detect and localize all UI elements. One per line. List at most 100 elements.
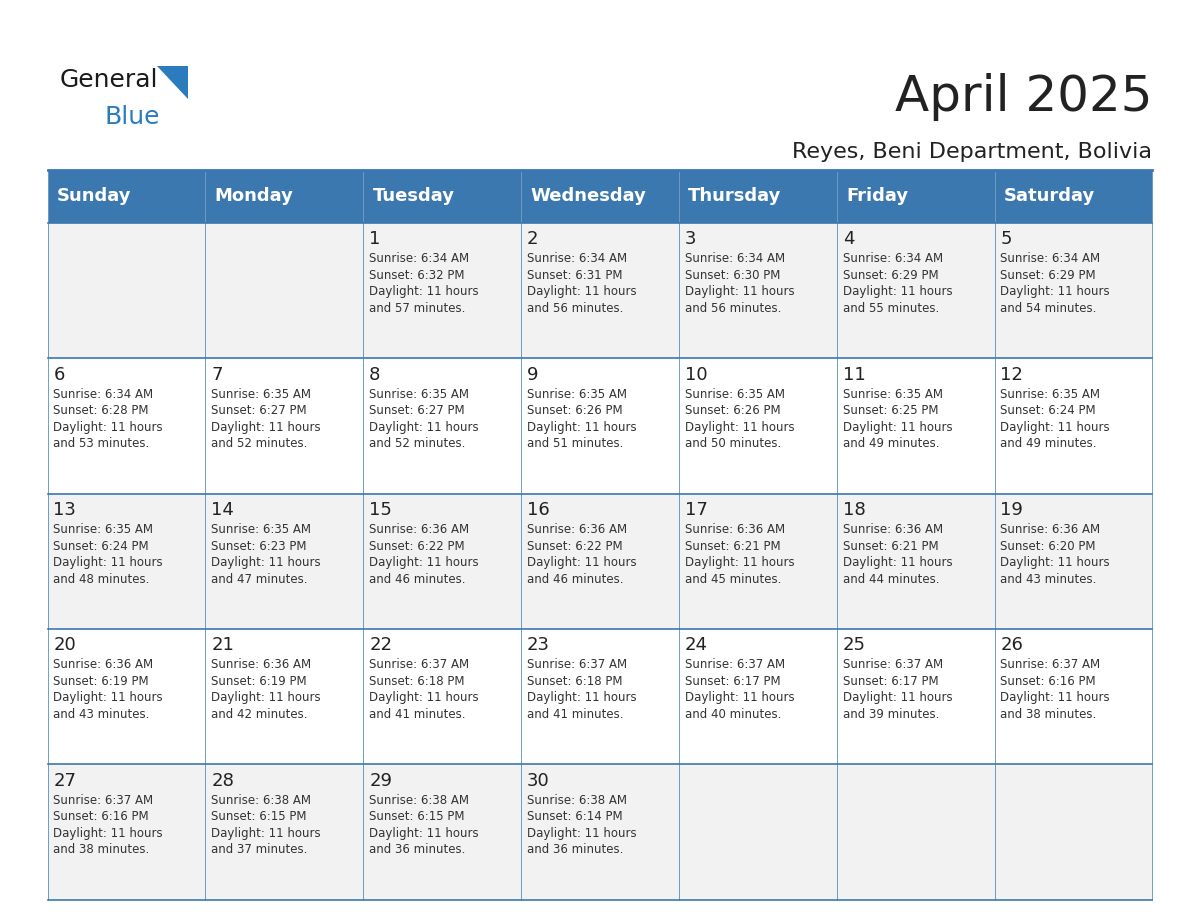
Text: Sunset: 6:26 PM: Sunset: 6:26 PM (684, 404, 781, 418)
Bar (522, 358, 678, 494)
Text: Sunrise: 6:37 AM: Sunrise: 6:37 AM (53, 794, 153, 807)
Text: Daylight: 11 hours: Daylight: 11 hours (1000, 556, 1110, 569)
Text: and 36 minutes.: and 36 minutes. (527, 844, 624, 856)
Text: Sunrise: 6:34 AM: Sunrise: 6:34 AM (684, 252, 785, 265)
Text: 8: 8 (369, 365, 380, 384)
Text: Daylight: 11 hours: Daylight: 11 hours (53, 691, 163, 704)
Text: Sunrise: 6:35 AM: Sunrise: 6:35 AM (684, 387, 785, 401)
Text: Daylight: 11 hours: Daylight: 11 hours (369, 285, 479, 298)
Bar (994, 358, 1152, 494)
Text: Daylight: 11 hours: Daylight: 11 hours (1000, 420, 1110, 434)
Bar (364, 358, 522, 494)
Text: 17: 17 (684, 501, 708, 519)
Text: 6: 6 (53, 365, 65, 384)
Bar (364, 765, 522, 900)
Text: 12: 12 (1000, 365, 1023, 384)
Text: Sunset: 6:16 PM: Sunset: 6:16 PM (53, 811, 148, 823)
Text: Blue: Blue (105, 105, 160, 129)
Text: 21: 21 (211, 636, 234, 655)
Text: Sunset: 6:20 PM: Sunset: 6:20 PM (1000, 540, 1097, 553)
Text: Daylight: 11 hours: Daylight: 11 hours (684, 691, 795, 704)
Text: Sunset: 6:29 PM: Sunset: 6:29 PM (842, 269, 939, 282)
Text: Sunset: 6:18 PM: Sunset: 6:18 PM (527, 675, 623, 688)
Text: 2: 2 (527, 230, 538, 249)
Text: Sunset: 6:24 PM: Sunset: 6:24 PM (1000, 404, 1097, 418)
Bar (994, 223, 1152, 358)
Bar (836, 765, 994, 900)
Text: and 56 minutes.: and 56 minutes. (527, 302, 624, 315)
Text: Sunset: 6:15 PM: Sunset: 6:15 PM (369, 811, 465, 823)
Bar (678, 494, 836, 629)
Text: Sunday: Sunday (57, 187, 132, 206)
Bar (994, 629, 1152, 765)
Text: 24: 24 (684, 636, 708, 655)
Text: Sunrise: 6:35 AM: Sunrise: 6:35 AM (527, 387, 627, 401)
Text: 11: 11 (842, 365, 865, 384)
Text: Tuesday: Tuesday (373, 187, 455, 206)
Text: Daylight: 11 hours: Daylight: 11 hours (211, 556, 321, 569)
Text: 9: 9 (527, 365, 538, 384)
Bar (364, 170, 522, 223)
Text: and 56 minutes.: and 56 minutes. (684, 302, 782, 315)
Text: Daylight: 11 hours: Daylight: 11 hours (527, 285, 637, 298)
Text: 29: 29 (369, 772, 392, 789)
Text: Daylight: 11 hours: Daylight: 11 hours (527, 827, 637, 840)
Text: April 2025: April 2025 (895, 73, 1152, 121)
Text: Sunset: 6:27 PM: Sunset: 6:27 PM (369, 404, 465, 418)
Bar (48, 629, 206, 765)
Text: Sunset: 6:27 PM: Sunset: 6:27 PM (211, 404, 307, 418)
Bar (836, 170, 994, 223)
Text: Sunset: 6:30 PM: Sunset: 6:30 PM (684, 269, 781, 282)
Bar (206, 358, 364, 494)
Text: Daylight: 11 hours: Daylight: 11 hours (842, 556, 953, 569)
Text: and 43 minutes.: and 43 minutes. (1000, 573, 1097, 586)
Text: 19: 19 (1000, 501, 1023, 519)
Text: Sunset: 6:23 PM: Sunset: 6:23 PM (211, 540, 307, 553)
Text: Sunset: 6:19 PM: Sunset: 6:19 PM (211, 675, 307, 688)
Text: and 51 minutes.: and 51 minutes. (527, 437, 624, 451)
Text: Sunrise: 6:36 AM: Sunrise: 6:36 AM (369, 523, 469, 536)
Text: Sunrise: 6:37 AM: Sunrise: 6:37 AM (1000, 658, 1100, 671)
Bar (836, 358, 994, 494)
Text: Sunrise: 6:36 AM: Sunrise: 6:36 AM (527, 523, 627, 536)
Text: Sunset: 6:17 PM: Sunset: 6:17 PM (684, 675, 781, 688)
Text: Sunrise: 6:34 AM: Sunrise: 6:34 AM (53, 387, 153, 401)
Text: 14: 14 (211, 501, 234, 519)
Text: Daylight: 11 hours: Daylight: 11 hours (684, 285, 795, 298)
Text: Daylight: 11 hours: Daylight: 11 hours (211, 691, 321, 704)
Text: Sunrise: 6:34 AM: Sunrise: 6:34 AM (1000, 252, 1100, 265)
Text: Daylight: 11 hours: Daylight: 11 hours (369, 827, 479, 840)
Bar (836, 494, 994, 629)
Text: Sunrise: 6:35 AM: Sunrise: 6:35 AM (53, 523, 153, 536)
Text: and 42 minutes.: and 42 minutes. (211, 708, 308, 721)
Text: Daylight: 11 hours: Daylight: 11 hours (369, 556, 479, 569)
Bar (678, 629, 836, 765)
Bar (364, 223, 522, 358)
Bar (48, 765, 206, 900)
Bar (206, 765, 364, 900)
Text: 7: 7 (211, 365, 223, 384)
Text: Sunrise: 6:35 AM: Sunrise: 6:35 AM (211, 523, 311, 536)
Text: and 45 minutes.: and 45 minutes. (684, 573, 782, 586)
Text: 1: 1 (369, 230, 380, 249)
Text: Sunset: 6:15 PM: Sunset: 6:15 PM (211, 811, 307, 823)
Text: Daylight: 11 hours: Daylight: 11 hours (211, 827, 321, 840)
Text: Daylight: 11 hours: Daylight: 11 hours (53, 556, 163, 569)
Text: Sunrise: 6:38 AM: Sunrise: 6:38 AM (211, 794, 311, 807)
Bar (206, 494, 364, 629)
Text: and 36 minutes.: and 36 minutes. (369, 844, 466, 856)
Text: Daylight: 11 hours: Daylight: 11 hours (842, 285, 953, 298)
Text: Sunrise: 6:34 AM: Sunrise: 6:34 AM (369, 252, 469, 265)
Text: 16: 16 (527, 501, 550, 519)
Text: and 38 minutes.: and 38 minutes. (53, 844, 150, 856)
Text: 15: 15 (369, 501, 392, 519)
Bar (206, 629, 364, 765)
Text: Daylight: 11 hours: Daylight: 11 hours (684, 420, 795, 434)
Text: 22: 22 (369, 636, 392, 655)
Text: Sunset: 6:25 PM: Sunset: 6:25 PM (842, 404, 939, 418)
Text: Sunset: 6:22 PM: Sunset: 6:22 PM (527, 540, 623, 553)
Bar (678, 223, 836, 358)
Bar (522, 629, 678, 765)
Bar (994, 765, 1152, 900)
Text: Sunrise: 6:36 AM: Sunrise: 6:36 AM (1000, 523, 1100, 536)
